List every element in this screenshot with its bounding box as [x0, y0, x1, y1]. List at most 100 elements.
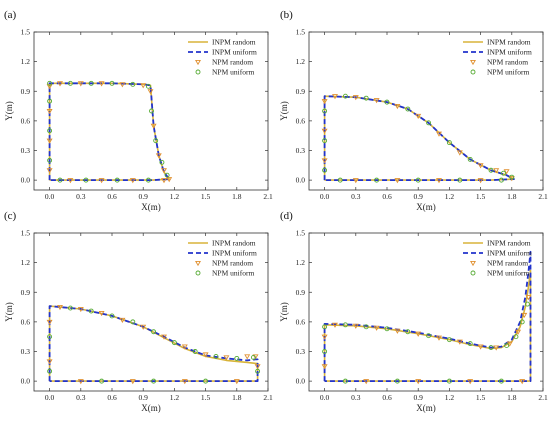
data-point-npm-uniform: [47, 157, 53, 163]
plot-frame: [308, 31, 544, 191]
data-point-npm-uniform: [149, 108, 154, 114]
y-tick-label: 0.9: [21, 288, 31, 297]
data-point-npm-random: [321, 99, 328, 105]
x-tick-label: 0.6: [107, 393, 117, 402]
x-tick-label: 0.3: [351, 192, 361, 201]
data-point-npm-random: [352, 323, 359, 329]
data-point-npm-random: [394, 104, 401, 110]
plot-frame: [33, 232, 269, 392]
data-point-npm-uniform: [384, 326, 390, 332]
series-line-inpm-uniform: [48, 305, 259, 383]
data-point-npm-uniform: [509, 174, 515, 180]
data-point-npm-random: [252, 354, 259, 360]
data-point-npm-uniform: [67, 305, 73, 311]
legend-swatch: [195, 59, 201, 66]
data-point-npm-random: [140, 83, 147, 89]
data-point-npm-random: [477, 163, 484, 169]
data-point-npm-random: [373, 325, 380, 331]
y-tick-label: 1.5: [21, 28, 31, 37]
data-point-npm-random: [129, 379, 136, 385]
y-tick-label: 0.6: [21, 317, 31, 326]
series-line-inpm-uniform: [323, 250, 532, 383]
data-point-npm-random: [477, 344, 484, 350]
data-point-npm-uniform: [337, 177, 343, 183]
y-tick-label: 0.0: [296, 377, 306, 386]
data-point-npm-uniform: [446, 378, 452, 384]
data-point-npm-random: [147, 89, 154, 95]
data-point-npm-uniform: [255, 368, 261, 374]
x-tick-label: 1.2: [170, 192, 180, 201]
data-point-npm-random: [46, 84, 53, 90]
data-point-npm-random: [519, 379, 526, 385]
legend-label: INPM uniform: [212, 249, 257, 258]
x-tick-label: 0.9: [139, 393, 149, 402]
series-line-inpm-uniform: [323, 95, 515, 182]
x-tick-label: 2.1: [263, 393, 273, 402]
legend-label: NPM random: [487, 259, 528, 268]
data-point-npm-random: [46, 138, 53, 144]
data-point-npm-uniform: [415, 177, 421, 183]
data-point-npm-random: [332, 94, 338, 100]
y-tick-label: 1.5: [296, 28, 306, 37]
data-point-npm-uniform: [322, 349, 328, 354]
chart-panel-1: (b) 0.0 0.3 0.6 0.9 1.2 1.5 1.8 2.1 0.0 0.3 0.6 0.9 1…: [279, 9, 548, 212]
x-tick-label: 1.2: [170, 393, 180, 402]
data-point-npm-uniform: [171, 340, 177, 346]
data-point-npm-random: [415, 113, 422, 120]
x-tick-label: 0.3: [351, 393, 361, 402]
data-point-npm-random: [57, 81, 63, 87]
data-point-npm-uniform: [405, 329, 411, 335]
data-point-npm-random: [254, 364, 261, 370]
legend-label: NPM uniform: [487, 269, 529, 278]
y-tick-label: 1.5: [296, 229, 306, 238]
legend-swatch: [470, 270, 476, 276]
data-point-npm-uniform: [47, 98, 53, 104]
data-point-npm-random: [352, 178, 359, 184]
data-point-npm-random: [332, 322, 338, 328]
x-tick-label: 0.6: [107, 192, 117, 201]
data-point-npm-uniform: [203, 378, 209, 384]
x-tick-label: 2.1: [538, 192, 548, 201]
data-point-npm-uniform: [130, 319, 136, 325]
data-point-npm-random: [436, 335, 442, 341]
data-point-npm-uniform: [109, 313, 115, 319]
x-tick-label: 0.9: [139, 192, 149, 201]
data-point-npm-random: [77, 306, 84, 313]
data-point-npm-random: [415, 379, 422, 385]
legend-label: NPM uniform: [212, 68, 254, 77]
x-tick-label: 0.9: [414, 192, 424, 201]
y-tick-label: 0.3: [21, 146, 31, 155]
y-tick-label: 0.0: [21, 377, 31, 386]
series-line-inpm-uniform: [48, 82, 171, 182]
data-point-npm-uniform: [114, 177, 120, 183]
data-point-npm-uniform: [513, 334, 519, 340]
plot-frame: [308, 232, 544, 392]
y-tick-label: 1.2: [296, 258, 306, 267]
series-line-inpm-random: [48, 305, 259, 382]
data-point-npm-random: [456, 339, 463, 345]
data-point-npm-random: [46, 168, 53, 174]
data-point-npm-random: [394, 328, 401, 334]
data-point-npm-random: [129, 178, 136, 184]
data-point-npm-uniform: [57, 177, 63, 183]
data-point-npm-uniform: [446, 337, 452, 343]
data-point-npm-uniform: [322, 324, 328, 330]
data-point-npm-uniform: [363, 324, 369, 330]
y-tick-label: 0.9: [21, 87, 31, 96]
legend-label: NPM random: [212, 58, 253, 67]
y-tick-label: 0.6: [21, 116, 31, 125]
data-point-npm-random: [181, 379, 188, 385]
legend-swatch: [195, 270, 201, 276]
data-point-npm-random: [506, 341, 513, 347]
data-point-npm-random: [46, 319, 53, 325]
data-point-npm-random: [46, 359, 53, 365]
y-tick-label: 1.2: [21, 258, 31, 267]
panel-label: (c): [4, 210, 17, 222]
x-tick-label: 1.2: [445, 393, 455, 402]
x-axis-label: X(m): [141, 202, 161, 212]
data-point-npm-random: [352, 95, 359, 101]
data-point-npm-random: [77, 81, 84, 87]
x-tick-label: 1.8: [507, 192, 517, 201]
data-point-npm-uniform: [153, 138, 159, 144]
data-point-npm-random: [161, 334, 167, 340]
